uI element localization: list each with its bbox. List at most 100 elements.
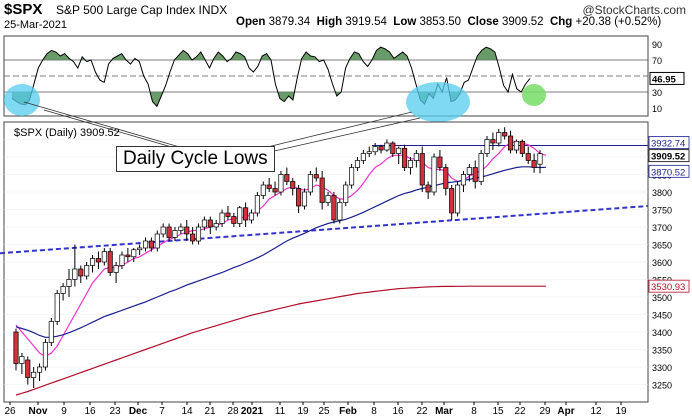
candle-body [37,366,43,373]
callout-pointer-nov [23,101,191,151]
candle-body [213,223,219,228]
candle-body [42,342,48,368]
candle-body [496,132,502,144]
candle-body [31,371,37,378]
candle-body [160,226,166,235]
candle-body [137,247,143,251]
price-tick-label-3650: 3650 [652,241,672,251]
candle-body [378,146,384,151]
candle-body [231,216,237,224]
low-value: 3853.50 [419,16,462,28]
candle-body [84,265,90,277]
candle-body [113,265,119,273]
chart-header: $SPX S&P 500 Large Cap Index INDX @Stock… [0,0,692,34]
candle-body [425,184,431,193]
x-tick-label: 16 [392,406,404,417]
candle-body [531,160,537,168]
callout-pointer-nov-2 [43,109,176,149]
price-tick-label-3700: 3700 [652,223,672,233]
candle-body [419,153,425,186]
candle-body [319,177,325,203]
slow-moving-average [15,285,546,396]
candle-body [455,184,461,214]
change-label: Chg [549,16,573,28]
candle-body [266,184,272,189]
candle-body [248,212,255,221]
price-tick-label-3750: 3750 [652,206,672,216]
osc-last-value-label: 46.95 [652,74,676,85]
osc-last-value-box [649,71,685,85]
candle-body [307,174,313,193]
candle-body [407,160,414,168]
x-tick-label: 15 [492,406,504,417]
last-value-label: 3530.93 [651,282,685,293]
candle-body [25,359,31,378]
candle-body [178,226,184,231]
close-label: Close [467,16,499,28]
last-value-box [648,164,690,178]
candle-body [237,207,243,224]
candle-body [337,202,343,221]
candle-body [48,321,54,343]
candle-body [472,167,478,182]
stockcharts-logo[interactable]: @StockCharts.com [582,3,686,17]
x-tick-label: 11 [275,406,286,417]
price-tick-label-3500: 3500 [652,293,672,303]
candle-body [443,167,449,189]
candle-body [219,212,225,224]
x-tick-label: 9 [61,406,67,417]
candle-body [172,230,178,238]
oscillator-frame [3,35,649,117]
candle-body [431,156,437,193]
candle-body [201,219,207,228]
candle-body [72,268,78,280]
high-label: High [316,16,343,28]
x-tick-label: 2021 [241,406,264,417]
osc-tick-label-90: 90 [652,40,662,50]
last-value-box [648,136,690,149]
candle-body [390,142,396,154]
high-value: 3919.54 [345,16,387,28]
x-tick-label: 25 [318,406,330,417]
price-panel: 3250330033503400345035003550360036503700… [0,121,690,403]
x-tick-label: 12 [590,406,602,417]
candle-body [125,254,131,258]
open-value: 3879.34 [268,16,311,28]
price-tick-label-3350: 3350 [652,346,672,356]
candle-body [296,188,302,207]
x-tick-label: Nov [29,406,48,417]
x-tick-label: 8 [371,406,377,417]
x-tick-label: 7 [159,406,165,417]
highlight-nov-cycle-low [4,84,40,116]
x-tick-label: Apr [557,406,574,417]
candle-body [107,251,113,273]
x-tick-label: 19 [615,406,627,417]
candle-body [384,142,390,151]
candle-body [19,356,25,364]
candle-body [78,268,84,277]
close-value: 3909.52 [502,16,544,28]
candle-body [207,219,213,228]
candle-body [325,195,331,203]
candle-body [190,233,196,242]
candle-body [278,174,284,193]
price-tick-label-3450: 3450 [652,311,672,321]
x-tick-label: 21 [204,406,216,417]
candle-body [349,167,355,186]
candle-body [66,279,72,287]
x-tick-label: 22 [514,406,526,417]
price-tick-label-3800: 3800 [652,188,672,198]
x-tick-label: 28 [227,406,239,417]
candle-body [13,331,19,364]
candle-body [89,258,96,266]
oscillator-panel: 103050709046.95 [3,35,685,122]
candle-body [101,251,107,263]
last-value-label: 3870.52 [651,167,685,178]
x-tick-label: Feb [339,406,357,417]
osc-tick-label-70: 70 [652,56,662,66]
candle-body [148,240,154,249]
candle-body [131,249,137,258]
daily-cycle-lows-callout: Daily Cycle Lows [116,146,275,172]
osc-overbought-fill [12,47,530,60]
candle-body [460,174,467,186]
